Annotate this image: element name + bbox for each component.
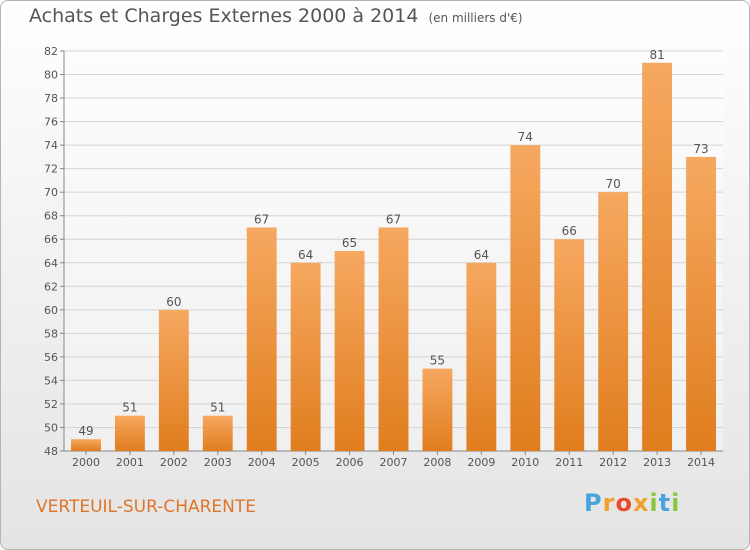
bar-2009 [466, 262, 497, 451]
bar-2000 [71, 439, 101, 451]
data-label: 70 [606, 177, 621, 191]
y-tick-label: 68 [44, 210, 58, 223]
bar-2004 [246, 227, 277, 451]
bar-2006 [334, 251, 365, 451]
y-tick-label: 70 [44, 186, 58, 199]
bar-2014 [686, 156, 716, 451]
y-tick-label: 60 [44, 304, 58, 317]
x-tick-label: 2001 [116, 456, 144, 469]
data-label: 51 [210, 401, 225, 415]
logo-letter: i [671, 489, 681, 517]
x-tick-label: 2004 [248, 456, 276, 469]
x-tick-label: 2005 [292, 456, 320, 469]
logo-letter: o [615, 489, 633, 517]
bar-2010 [510, 145, 541, 451]
logo-letter: r [602, 489, 616, 517]
x-tick-label: 2013 [643, 456, 671, 469]
x-tick-label: 2010 [511, 456, 539, 469]
y-tick-label: 80 [44, 69, 58, 82]
unit-label: (en milliers d'€) [428, 11, 523, 25]
data-label: 66 [562, 224, 577, 238]
data-label: 60 [166, 295, 181, 309]
x-tick-label: 2002 [160, 456, 188, 469]
logo-letter: i [649, 489, 659, 517]
x-tick-label: 2009 [467, 456, 495, 469]
x-tick-label: 2014 [687, 456, 715, 469]
data-label: 81 [649, 48, 664, 62]
y-tick-label: 74 [44, 139, 58, 152]
title-text: Achats et Charges Externes 2000 à 2014 [29, 5, 419, 27]
data-label: 55 [430, 354, 445, 368]
data-label: 73 [693, 142, 708, 156]
y-tick-label: 72 [44, 163, 58, 176]
chart-title: Achats et Charges Externes 2000 à 2014 (e… [29, 5, 523, 27]
x-tick-label: 2008 [423, 456, 451, 469]
proxiti-logo: Proxiti [584, 489, 680, 517]
commune-name: VERTEUIL-SUR-CHARENTE [36, 497, 257, 517]
x-tick-label: 2011 [555, 456, 583, 469]
data-label: 64 [474, 248, 489, 262]
data-label: 49 [78, 424, 93, 438]
data-label: 74 [518, 130, 533, 144]
bar-2013 [642, 62, 673, 451]
bar-2001 [114, 415, 145, 451]
data-label: 67 [386, 212, 401, 226]
logo-letter: t [658, 489, 672, 517]
x-tick-label: 2000 [72, 456, 100, 469]
y-tick-label: 48 [44, 445, 58, 458]
bar-2011 [554, 239, 585, 451]
logo-letter: x [632, 489, 650, 517]
y-tick-label: 56 [44, 351, 58, 364]
y-tick-label: 50 [44, 421, 58, 434]
y-tick-label: 66 [44, 233, 58, 246]
y-tick-label: 64 [44, 257, 58, 270]
data-label: 65 [342, 236, 357, 250]
bar-2002 [158, 309, 189, 451]
y-tick-label: 82 [44, 45, 58, 58]
bar-2007 [378, 227, 409, 451]
bar-2003 [202, 415, 233, 451]
x-tick-label: 2007 [380, 456, 408, 469]
y-tick-label: 62 [44, 280, 58, 293]
x-tick-label: 2006 [336, 456, 364, 469]
y-tick-label: 54 [44, 374, 58, 387]
data-label: 51 [122, 401, 137, 415]
bar-2012 [598, 192, 629, 452]
bar-2008 [422, 368, 453, 451]
bar-2005 [290, 262, 321, 451]
logo-letter: P [584, 489, 603, 517]
data-label: 67 [254, 212, 269, 226]
y-tick-label: 58 [44, 327, 58, 340]
y-tick-label: 78 [44, 92, 58, 105]
y-tick-label: 52 [44, 398, 58, 411]
data-label: 64 [298, 248, 313, 262]
x-tick-label: 2003 [204, 456, 232, 469]
y-tick-label: 76 [44, 116, 58, 129]
x-tick-label: 2012 [599, 456, 627, 469]
